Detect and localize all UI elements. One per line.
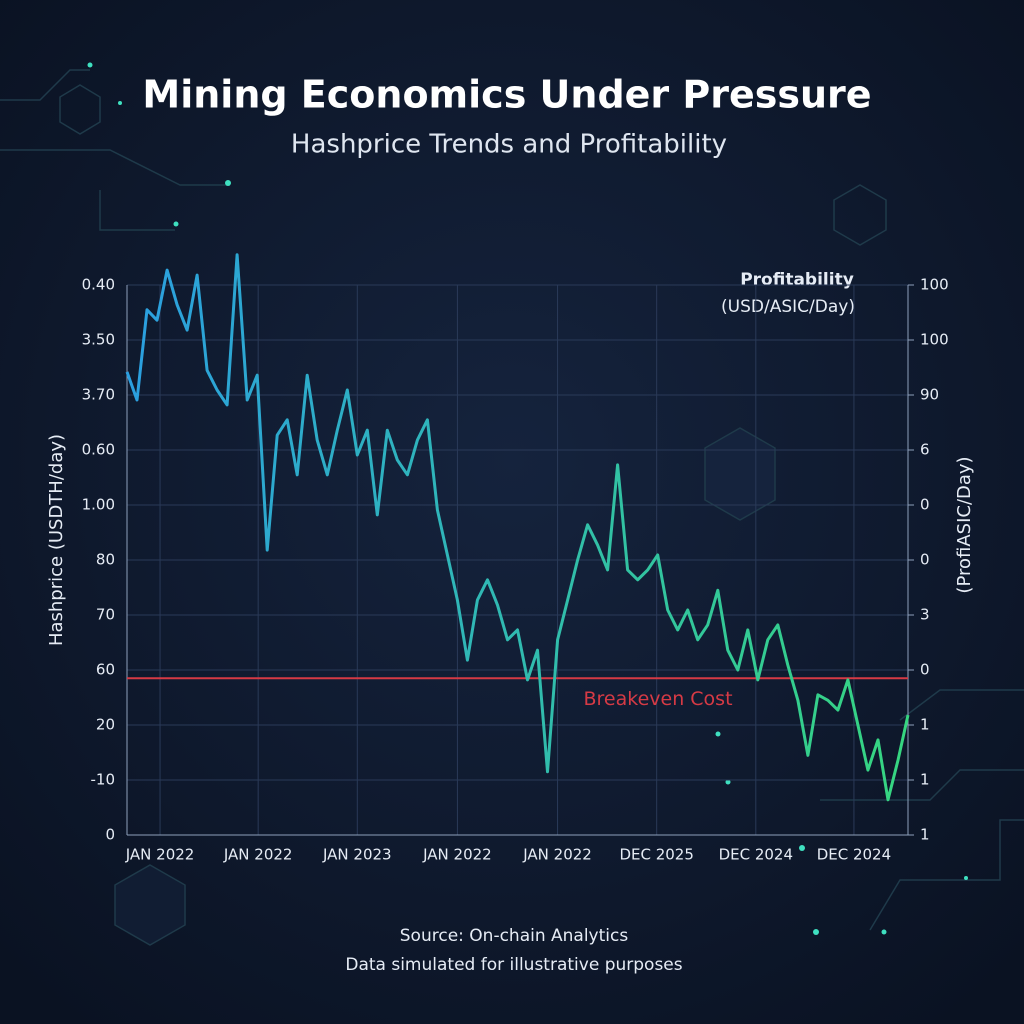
y2-axis-label: (ProfiASIC/Day) [954,456,975,593]
y-axis-label: Hashprice (USDTH/day) [46,434,67,646]
note: Data simulated for illustrative purposes [345,955,682,975]
x-tick-label: JAN 2022 [522,846,592,864]
x-tick-label: JAN 2022 [422,846,492,864]
y2-tick-label: 90 [920,386,939,404]
y2-tick-label: 100 [920,276,949,294]
y2-tick-label: 1 [920,716,930,734]
y-tick-label: 20 [96,716,115,734]
x-tick-label: JAN 2022 [223,846,293,864]
x-tick-label: DEC 2024 [719,846,793,864]
y2-tick-label: 1 [920,771,930,789]
y2-tick-label: 0 [920,661,930,679]
y2-tick-label: 0 [920,496,930,514]
x-tick-label: JAN 2023 [322,846,392,864]
chart-title: Mining Economics Under Pressure [142,73,871,117]
y2-tick-label: 100 [920,331,949,349]
y2-tick-label: 3 [920,606,930,624]
hashprice-line [125,253,910,802]
decoration [0,69,1024,946]
y2-tick-label: 0 [920,551,930,569]
y2-title: Profitability [740,270,854,290]
y-tick-label: 0.40 [82,276,115,294]
y-tick-label: 1.00 [82,496,115,514]
y-tick-label: 0.60 [82,441,115,459]
breakeven-label: Breakeven Cost [583,688,732,710]
y2-title: (USD/ASIC/Day) [721,297,855,317]
y-tick-label: -10 [91,771,116,789]
glow-dots [87,62,968,935]
source: Source: On-chain Analytics [400,926,629,946]
y-tick-label: 80 [96,551,115,569]
x-tick-label: JAN 2022 [125,846,195,864]
y-tick-label: 3.50 [82,331,115,349]
y2-tick-label: 6 [920,441,930,459]
y-tick-label: 0 [105,826,115,844]
y-tick-label: 3.70 [82,386,115,404]
chart-subtitle: Hashprice Trends and Profitability [291,130,727,160]
x-tick-label: DEC 2025 [619,846,693,864]
x-tick-label: DEC 2024 [817,846,891,864]
y-tick-label: 70 [96,606,115,624]
y2-tick-label: 1 [920,826,930,844]
y-tick-label: 60 [96,661,115,679]
